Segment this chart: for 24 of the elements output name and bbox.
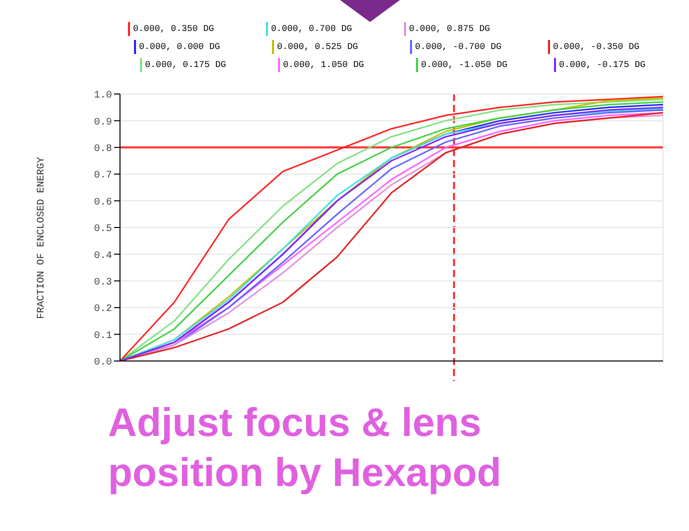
- legend-label: 0.000, 0.175 DG: [145, 60, 226, 70]
- legend-label: 0.000, -0.175 DG: [559, 60, 646, 70]
- y-tick-label: 0.5: [94, 224, 112, 236]
- legend-label: 0.000, 0.700 DG: [271, 24, 352, 34]
- y-tick-label: 0.8: [94, 144, 112, 155]
- y-tick-label: 0.6: [94, 197, 112, 208]
- y-tick-label: 0.2: [94, 304, 112, 316]
- y-axis-title: FRACTION OF ENCLOSED ENERGY: [36, 156, 48, 319]
- legend-label: 0.000, 0.525 DG: [277, 42, 358, 52]
- legend-label: 0.000, -1.050 DG: [421, 60, 508, 70]
- y-tick-label: 1.0: [94, 90, 112, 102]
- y-tick-label: 0.9: [94, 117, 112, 128]
- legend-label: 0.000, 0.875 DG: [409, 24, 490, 34]
- legend-label: 0.000, -0.700 DG: [415, 42, 502, 52]
- legend-label: 0.000, 0.350 DG: [133, 24, 214, 34]
- legend-label: 0.000, -0.350 DG: [553, 42, 640, 52]
- y-tick-label: 0.1: [94, 330, 112, 342]
- y-tick-label: 0.4: [94, 250, 112, 262]
- text: Adjust focus & lens position by Hexapod: [108, 400, 502, 497]
- legend-label: 0.000, 0.000 DG: [139, 42, 220, 52]
- y-tick-label: 0.0: [94, 358, 112, 369]
- y-tick-label: 0.3: [94, 277, 112, 288]
- y-tick-label: 0.7: [94, 170, 112, 182]
- legend-label: 0.000, 1.050 DG: [283, 60, 364, 70]
